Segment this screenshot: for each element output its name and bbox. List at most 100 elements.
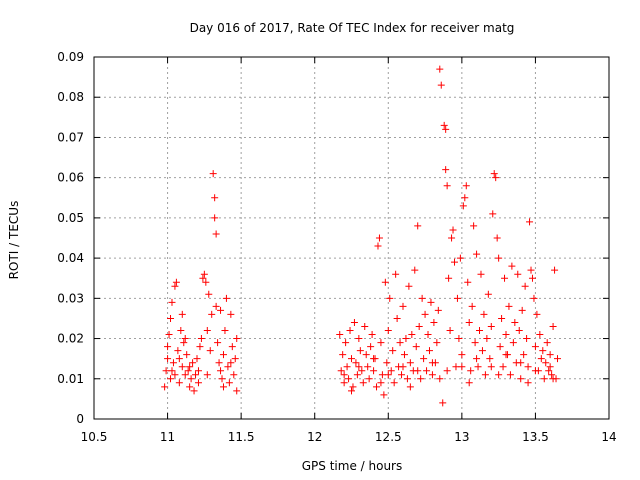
data-point [524,363,532,371]
y-tick-label: 0.08 [57,90,84,104]
data-point [221,327,229,335]
data-point [181,335,189,343]
data-point [502,351,510,359]
data-point [178,363,186,371]
data-point [392,270,400,278]
data-point [421,310,429,318]
data-point [390,379,398,387]
grid-lines [94,57,609,419]
data-point [399,363,407,371]
data-point [473,355,481,363]
data-point [227,359,235,367]
data-point [452,363,460,371]
data-point [502,331,510,339]
data-point [219,383,227,391]
data-point [339,351,347,359]
data-point [406,383,414,391]
data-point [203,327,211,335]
data-point [206,347,214,355]
data-point [511,318,519,326]
chart-title: Day 016 of 2017, Rate Of TEC Index for r… [190,21,515,35]
data-point [212,230,220,238]
data-point [200,270,208,278]
axis-ticks: 0 0.01 0.02 0.03 0.04 0.05 0.06 0.07 0.08 0.09 10.… [57,50,616,444]
data-point [336,331,344,339]
data-point [355,335,363,343]
data-point [539,347,547,355]
data-point [187,375,195,383]
data-point [428,359,436,367]
data-point [190,387,198,395]
data-point [521,282,529,290]
data-point [177,327,185,335]
data-point [468,302,476,310]
data-point [414,367,422,375]
data-point [542,359,550,367]
data-point [414,222,422,230]
data-point [489,210,497,218]
data-point [386,294,394,302]
data-point [402,335,410,343]
data-points [161,65,561,407]
data-point [348,387,355,395]
data-point [208,310,216,318]
data-point [343,363,351,371]
data-point [415,322,423,330]
data-point [197,335,205,343]
data-point [209,170,217,178]
data-point [203,371,211,379]
data-point [425,347,433,355]
data-point [540,375,548,383]
data-point [430,318,438,326]
data-point [377,339,385,347]
data-point [530,294,538,302]
data-point [548,371,556,379]
data-point [202,278,210,286]
data-point [440,121,448,129]
y-axis-label: ROTI / TECUs [7,201,21,280]
data-point [528,274,536,282]
x-tick-label: 12.5 [375,430,402,444]
data-point [481,371,489,379]
data-point [167,314,175,322]
data-point [464,278,472,286]
data-point [168,367,176,375]
data-point [439,399,447,407]
data-point [517,359,525,367]
data-point [467,367,475,375]
data-point [352,359,360,367]
data-point [230,371,238,379]
data-point [346,327,354,335]
data-point [196,343,204,351]
data-point [496,343,504,351]
data-point [387,367,395,375]
data-point [348,355,355,363]
data-point [498,314,506,322]
data-point [477,270,485,278]
data-point [340,371,348,379]
data-point [217,367,225,375]
x-tick-label: 14 [601,430,616,444]
data-point [189,359,197,367]
data-point [448,234,456,242]
data-point [442,125,450,133]
x-tick-label: 12 [307,430,322,444]
data-point [396,339,404,347]
data-point [172,278,180,286]
data-point [362,351,370,359]
data-point [487,322,495,330]
data-point [436,375,444,383]
data-point [217,306,225,314]
data-point [186,363,194,371]
data-point [423,367,431,375]
data-point [378,371,386,379]
data-point [175,379,183,387]
data-point [412,343,420,351]
data-point [520,351,528,359]
data-point [214,339,222,347]
data-point [474,363,482,371]
data-point [358,367,366,375]
data-point [381,278,389,286]
data-point [342,339,350,347]
